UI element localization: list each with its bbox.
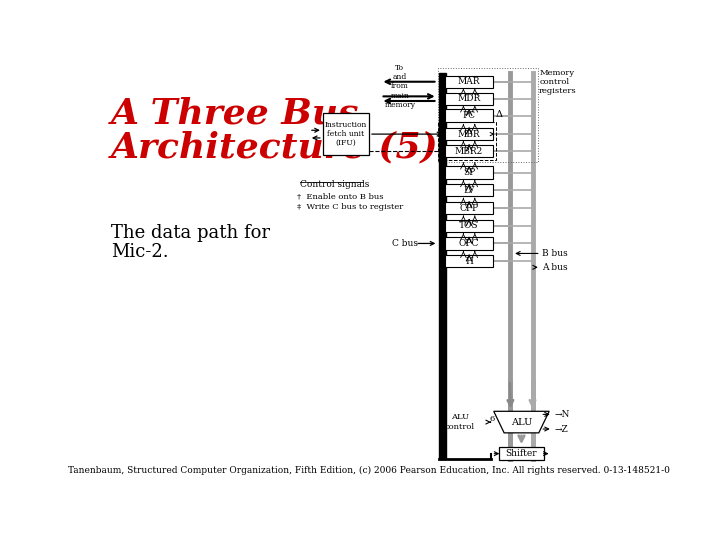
Bar	[445, 255, 493, 267]
Bar	[439, 72, 446, 459]
Text: →Z: →Z	[554, 424, 568, 434]
Text: MDR: MDR	[457, 94, 481, 103]
Bar	[445, 220, 493, 232]
Polygon shape	[494, 411, 549, 433]
Bar	[438, 122, 496, 160]
Bar	[323, 113, 369, 156]
Text: C bus: C bus	[392, 239, 418, 248]
Text: TOS: TOS	[459, 221, 479, 230]
Bar	[445, 92, 493, 105]
Text: B bus: B bus	[542, 249, 568, 258]
Bar	[445, 166, 493, 179]
Text: Architecture (5): Architecture (5)	[111, 131, 438, 165]
Text: ALU
control: ALU control	[445, 414, 475, 431]
Bar	[445, 110, 493, 122]
Text: LV: LV	[464, 186, 474, 195]
Text: A Three Bus: A Three Bus	[111, 96, 359, 130]
Bar	[445, 202, 493, 214]
Text: The data path for: The data path for	[111, 224, 270, 242]
Text: MBR2: MBR2	[455, 146, 483, 156]
Text: PC: PC	[463, 111, 476, 120]
Text: ALU: ALU	[510, 417, 532, 427]
Text: To
and
from
main
memory: To and from main memory	[384, 64, 415, 109]
Text: Control signals: Control signals	[300, 180, 369, 190]
Text: CPP: CPP	[459, 204, 479, 213]
Text: Memory
control
registers: Memory control registers	[539, 69, 577, 95]
Bar	[445, 76, 493, 88]
Text: 6: 6	[489, 415, 495, 423]
Text: Tanenbaum, Structured Computer Organization, Fifth Edition, (c) 2006 Pearson Edu: Tanenbaum, Structured Computer Organizat…	[68, 466, 670, 475]
Text: H: H	[465, 256, 473, 266]
Text: Instruction
fetch unit
(IFU): Instruction fetch unit (IFU)	[325, 121, 367, 147]
Text: †  Enable onto B bus: † Enable onto B bus	[297, 193, 383, 201]
Text: ‡  Write C bus to register: ‡ Write C bus to register	[297, 204, 403, 211]
Bar	[499, 447, 544, 460]
Bar	[445, 184, 493, 197]
Text: →N: →N	[554, 410, 570, 419]
Text: Δ: Δ	[496, 110, 503, 119]
Text: OPC: OPC	[459, 239, 480, 248]
Bar	[445, 237, 493, 249]
Text: MBR: MBR	[458, 130, 480, 139]
Text: MAR: MAR	[458, 77, 480, 86]
Text: Mic-2.: Mic-2.	[111, 243, 168, 261]
Bar	[438, 68, 538, 162]
Text: Shifter: Shifter	[505, 449, 537, 458]
Bar	[445, 145, 493, 157]
Text: SP: SP	[463, 168, 475, 177]
Text: A bus: A bus	[542, 263, 568, 272]
Bar	[445, 128, 493, 140]
